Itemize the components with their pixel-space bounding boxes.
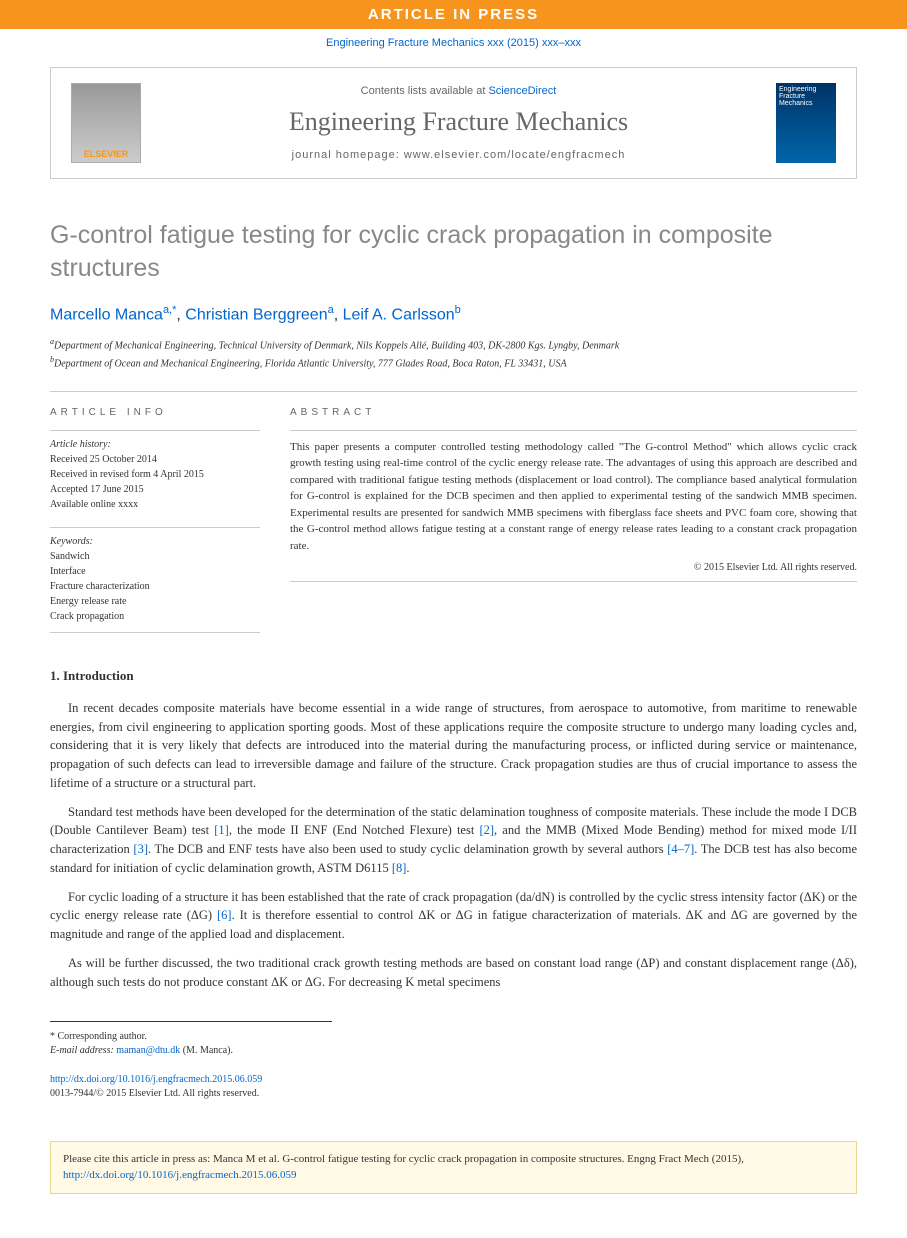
- affiliations: aDepartment of Mechanical Engineering, T…: [50, 336, 857, 371]
- doi-block: http://dx.doi.org/10.1016/j.engfracmech.…: [50, 1073, 857, 1101]
- citebox-doi-link[interactable]: http://dx.doi.org/10.1016/j.engfracmech.…: [63, 1169, 297, 1181]
- issn-copyright: 0013-7944/© 2015 Elsevier Ltd. All right…: [50, 1087, 857, 1101]
- keyword: Sandwich: [50, 549, 260, 564]
- article-content: G-control fatigue testing for cyclic cra…: [0, 189, 907, 1121]
- article-title: G-control fatigue testing for cyclic cra…: [50, 219, 857, 284]
- elsevier-logo: ELSEVIER: [71, 83, 141, 163]
- abstract-text: This paper presents a computer controlle…: [290, 430, 857, 555]
- contents-available-line: Contents lists available at ScienceDirec…: [141, 85, 776, 97]
- author-1-corr: *: [172, 304, 176, 316]
- p2-text-b: , the mode II ENF (End Notched Flexure) …: [229, 823, 480, 837]
- article-info-header: ARTICLE INFO: [50, 407, 260, 418]
- p2-text-d: . The DCB and ENF tests have also been u…: [148, 842, 667, 856]
- masthead-center: Contents lists available at ScienceDirec…: [141, 85, 776, 161]
- section-introduction: 1. Introduction In recent decades compos…: [50, 668, 857, 992]
- intro-paragraph-3: For cyclic loading of a structure it has…: [50, 888, 857, 944]
- ref-link-3[interactable]: [3]: [133, 842, 148, 856]
- author-3-aff: b: [455, 304, 461, 316]
- doi-link[interactable]: http://dx.doi.org/10.1016/j.engfracmech.…: [50, 1074, 262, 1085]
- sciencedirect-link[interactable]: ScienceDirect: [488, 85, 556, 97]
- article-info-column: ARTICLE INFO Article history: Received 2…: [50, 407, 260, 633]
- accepted-date: Accepted 17 June 2015: [50, 482, 260, 497]
- homepage-prefix: journal homepage:: [292, 149, 404, 161]
- affiliation-a: aDepartment of Mechanical Engineering, T…: [50, 336, 857, 353]
- keyword: Energy release rate: [50, 594, 260, 609]
- journal-cover-thumbnail: Engineering Fracture Mechanics: [776, 83, 836, 163]
- masthead: ELSEVIER Contents lists available at Sci…: [50, 67, 857, 179]
- revised-date: Received in revised form 4 April 2015: [50, 467, 260, 482]
- author-1[interactable]: Marcello Manca: [50, 306, 163, 323]
- intro-paragraph-4: As will be further discussed, the two tr…: [50, 954, 857, 992]
- keyword: Interface: [50, 564, 260, 579]
- homepage-url: www.elsevier.com/locate/engfracmech: [404, 149, 625, 161]
- author-2-aff: a: [328, 304, 334, 316]
- author-1-aff: a,: [163, 304, 172, 316]
- keywords-block: Keywords: Sandwich Interface Fracture ch…: [50, 527, 260, 633]
- received-date: Received 25 October 2014: [50, 452, 260, 467]
- ref-link-8[interactable]: [8]: [392, 861, 407, 875]
- citebox-text: Please cite this article in press as: Ma…: [63, 1153, 744, 1165]
- affiliation-b: bDepartment of Ocean and Mechanical Engi…: [50, 354, 857, 371]
- author-2[interactable]: Christian Berggreen: [185, 306, 327, 323]
- keyword: Fracture characterization: [50, 579, 260, 594]
- corresponding-author-note: * Corresponding author.: [50, 1030, 332, 1044]
- intro-paragraph-1: In recent decades composite materials ha…: [50, 699, 857, 793]
- abstract-copyright: © 2015 Elsevier Ltd. All rights reserved…: [290, 562, 857, 582]
- author-3[interactable]: Leif A. Carlsson: [343, 306, 455, 323]
- keyword: Crack propagation: [50, 609, 260, 624]
- intro-paragraph-2: Standard test methods have been develope…: [50, 803, 857, 878]
- email-suffix: (M. Manca).: [180, 1045, 233, 1056]
- p2-text-f: .: [406, 861, 409, 875]
- journal-title: Engineering Fracture Mechanics: [141, 107, 776, 137]
- citation-box: Please cite this article in press as: Ma…: [50, 1141, 857, 1194]
- available-online: Available online xxxx: [50, 497, 260, 512]
- ref-link-6[interactable]: [6]: [217, 908, 232, 922]
- ref-link-4-7[interactable]: [4–7]: [667, 842, 694, 856]
- top-citation: Engineering Fracture Mechanics xxx (2015…: [0, 29, 907, 57]
- info-abstract-section: ARTICLE INFO Article history: Received 2…: [50, 391, 857, 633]
- history-label: Article history:: [50, 439, 260, 450]
- corresponding-email-link[interactable]: maman@dtu.dk: [116, 1045, 180, 1056]
- email-label: E-mail address:: [50, 1045, 116, 1056]
- contents-prefix: Contents lists available at: [361, 85, 489, 97]
- journal-homepage-line: journal homepage: www.elsevier.com/locat…: [141, 149, 776, 161]
- section-heading: 1. Introduction: [50, 668, 857, 684]
- article-in-press-banner: ARTICLE IN PRESS: [0, 0, 907, 29]
- article-history: Article history: Received 25 October 201…: [50, 430, 260, 512]
- author-list: Marcello Mancaa,*, Christian Berggreena,…: [50, 304, 857, 324]
- ref-link-1[interactable]: [1]: [214, 823, 229, 837]
- keywords-label: Keywords:: [50, 536, 260, 547]
- ref-link-2[interactable]: [2]: [479, 823, 494, 837]
- abstract-column: ABSTRACT This paper presents a computer …: [290, 407, 857, 633]
- abstract-header: ABSTRACT: [290, 407, 857, 418]
- email-line: E-mail address: maman@dtu.dk (M. Manca).: [50, 1044, 332, 1058]
- footnotes: * Corresponding author. E-mail address: …: [50, 1021, 332, 1058]
